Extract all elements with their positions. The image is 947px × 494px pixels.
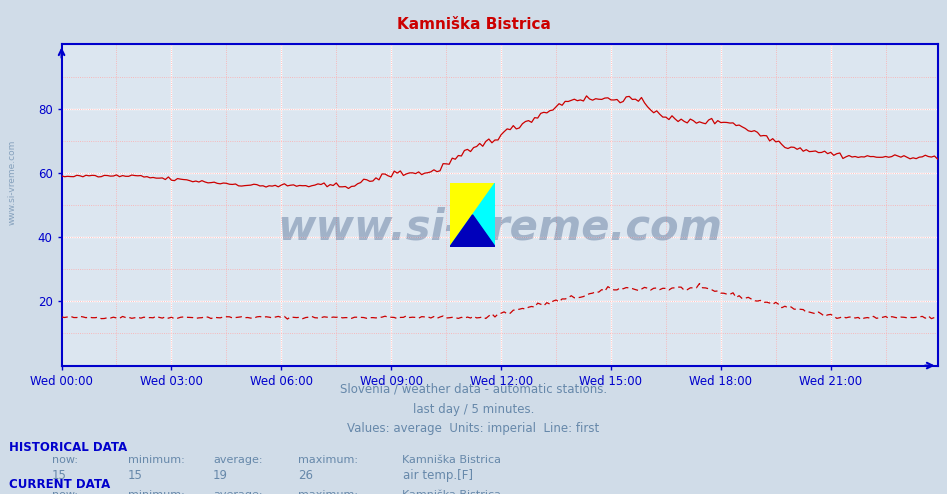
Text: maximum:: maximum:	[298, 455, 358, 465]
Text: minimum:: minimum:	[128, 490, 185, 494]
Text: www.si-vreme.com: www.si-vreme.com	[8, 140, 17, 225]
Text: www.si-vreme.com: www.si-vreme.com	[277, 206, 722, 248]
Text: air temp.[F]: air temp.[F]	[403, 469, 474, 482]
Text: average:: average:	[213, 490, 262, 494]
Text: HISTORICAL DATA: HISTORICAL DATA	[9, 441, 128, 453]
Text: now:: now:	[52, 490, 78, 494]
Text: now:: now:	[52, 455, 78, 465]
Text: last day / 5 minutes.: last day / 5 minutes.	[413, 403, 534, 415]
Text: Slovenia / weather data - automatic stations.: Slovenia / weather data - automatic stat…	[340, 383, 607, 396]
Text: average:: average:	[213, 455, 262, 465]
Text: Values: average  Units: imperial  Line: first: Values: average Units: imperial Line: fi…	[348, 422, 599, 435]
Text: CURRENT DATA: CURRENT DATA	[9, 478, 111, 491]
Text: minimum:: minimum:	[128, 455, 185, 465]
Polygon shape	[450, 183, 495, 247]
Text: 15: 15	[52, 469, 67, 482]
Polygon shape	[450, 183, 495, 247]
Text: Kamniška Bistrica: Kamniška Bistrica	[397, 17, 550, 32]
Polygon shape	[450, 215, 495, 247]
Text: Kamniška Bistrica: Kamniška Bistrica	[402, 455, 502, 465]
Text: 26: 26	[298, 469, 313, 482]
Text: 19: 19	[213, 469, 228, 482]
Text: 15: 15	[128, 469, 143, 482]
Text: Kamniška Bistrica: Kamniška Bistrica	[402, 490, 502, 494]
Text: maximum:: maximum:	[298, 490, 358, 494]
